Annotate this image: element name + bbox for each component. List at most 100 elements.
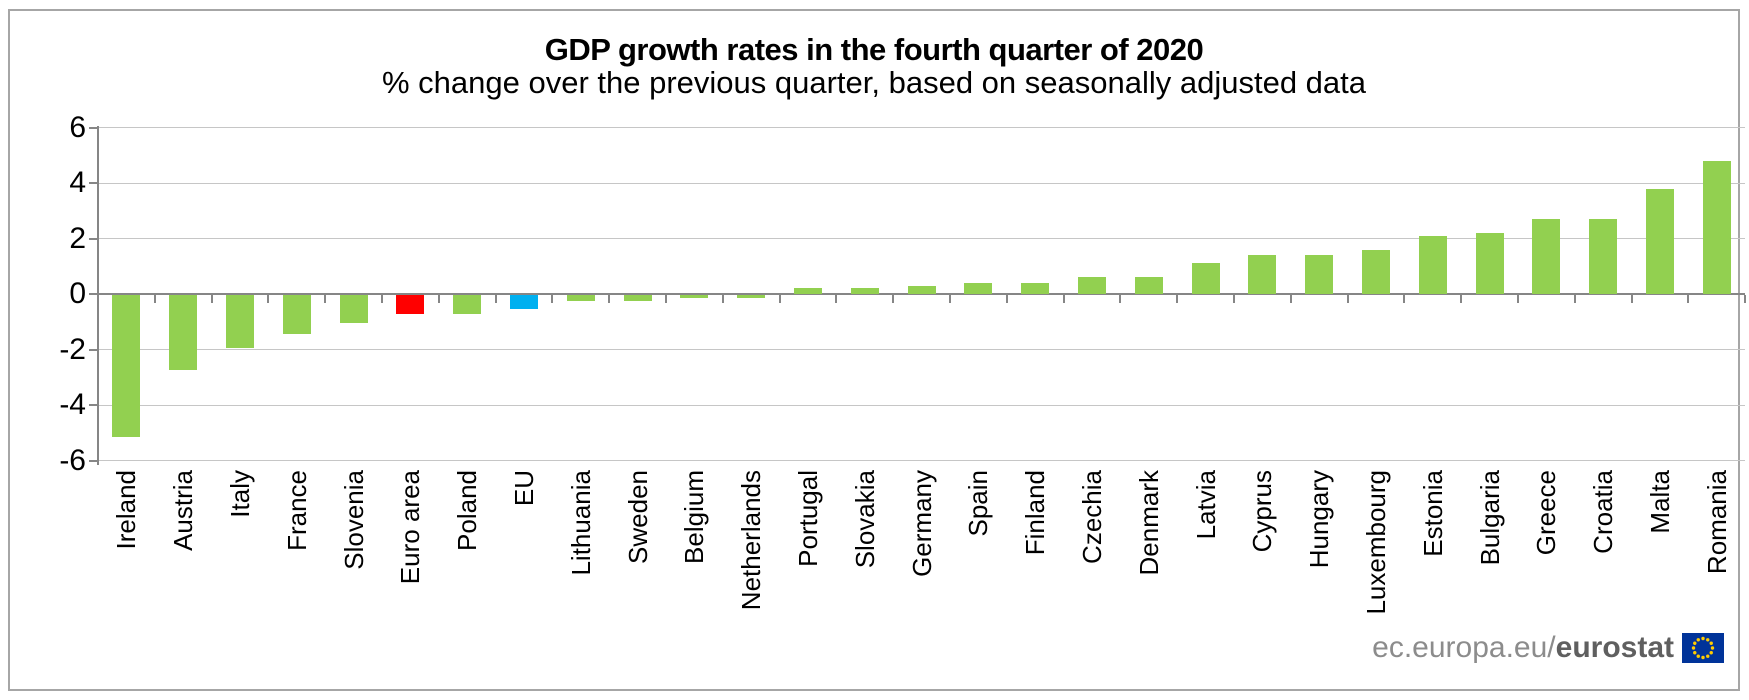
gridline--4 (98, 404, 1746, 406)
bar-lithuania (566, 295, 595, 301)
x-axis-tick-7 (494, 295, 497, 303)
y-axis-label--4: -4 (59, 388, 86, 421)
x-label-latvia: Latvia (1190, 470, 1221, 540)
y-axis-tick-2 (89, 237, 98, 240)
x-label-germany: Germany (906, 470, 937, 577)
x-axis-tick-2 (210, 295, 213, 303)
x-label-greece: Greece (1531, 470, 1562, 556)
bar-germany (907, 285, 936, 294)
plot-area: 6 4 2 0 -2 -4 -6 Ireland Austria Italy France Slove… (10, 11, 1747, 689)
x-label-portugal: Portugal (793, 470, 823, 567)
x-axis-tick-3 (267, 295, 270, 303)
x-axis-tick-25 (1517, 295, 1519, 303)
bar-netherlands (737, 295, 766, 298)
x-axis-tick-0 (97, 295, 99, 303)
bar-greece (1532, 219, 1561, 294)
bar-poland (453, 295, 482, 315)
x-axis-tick-17 (1062, 295, 1065, 303)
x-label-luxembourg: Luxembourg (1361, 470, 1391, 615)
bar-bulgaria (1475, 232, 1504, 294)
x-axis-tick-28 (1687, 295, 1690, 303)
y-axis-label-6: 6 (69, 110, 86, 144)
bar-czechia (1078, 277, 1106, 294)
gridline--6 (98, 460, 1746, 461)
footer-url-eurostat: eurostat (1555, 631, 1674, 664)
y-axis-label--6: -6 (59, 443, 86, 477)
y-axis-tick-4 (89, 182, 98, 184)
bar-spain (964, 282, 993, 294)
x-axis-tick-23 (1403, 295, 1406, 303)
x-axis-tick-24 (1460, 295, 1463, 303)
y-axis-tick-0 (89, 293, 98, 295)
gridline-6 (98, 127, 1746, 128)
bar-estonia (1418, 235, 1447, 294)
x-label-slovenia: Slovenia (338, 470, 369, 570)
x-axis-tick-11 (721, 295, 724, 303)
x-axis-tick-4 (324, 295, 327, 303)
bar-croatia (1589, 219, 1618, 294)
x-axis-tick-13 (835, 295, 838, 303)
x-label-eu: EU (509, 470, 539, 507)
x-label-bulgaria: Bulgaria (1474, 470, 1505, 566)
x-label-denmark: Denmark (1133, 470, 1164, 576)
x-axis-tick-19 (1176, 295, 1179, 303)
bar-luxembourg (1362, 249, 1390, 294)
x-label-sweden: Sweden (622, 470, 653, 564)
x-label-hungary: Hungary (1304, 470, 1335, 569)
bar-sweden (623, 295, 652, 301)
footer-url-prefix: ec.europa.eu/ (1372, 631, 1556, 664)
bar-portugal (794, 288, 822, 294)
x-label-poland: Poland (452, 470, 483, 551)
x-label-slovakia: Slovakia (849, 470, 880, 569)
chart-title: GDP growth rates in the fourth quarter o… (544, 32, 1204, 67)
x-axis-tick-18 (1119, 295, 1122, 303)
bar-austria (169, 295, 198, 370)
y-axis-label-0: 0 (69, 277, 86, 310)
figure-border: GDP growth rates in the fourth quarter o… (8, 9, 1747, 691)
x-axis-tick-21 (1289, 295, 1292, 303)
bar-eu (510, 295, 538, 309)
bar-slovakia (850, 288, 879, 294)
x-axis-tick-20 (1233, 295, 1235, 303)
x-axis-tick-29 (1744, 295, 1747, 303)
x-label-spain: Spain (963, 470, 994, 537)
bar-malta (1646, 188, 1674, 294)
x-label-romania: Romania (1701, 470, 1732, 575)
bar-euro-area (396, 295, 425, 315)
chart-subtitle: % change over the previous quarter, base… (381, 65, 1367, 100)
x-label-france: France (281, 470, 312, 551)
x-axis-tick-16 (1005, 295, 1008, 303)
bar-slovenia (339, 295, 368, 323)
x-axis-tick-5 (381, 295, 383, 303)
x-label-italy: Italy (225, 470, 255, 518)
x-axis-tick-22 (1346, 295, 1349, 303)
x-label-ireland: Ireland (111, 470, 142, 550)
x-label-cyprus: Cyprus (1247, 470, 1278, 553)
bar-belgium (680, 295, 709, 298)
x-label-finland: Finland (1020, 470, 1051, 556)
x-axis-tick-8 (551, 295, 554, 303)
bar-hungary (1305, 255, 1334, 294)
gridline-4 (98, 182, 1746, 184)
bar-finland (1021, 282, 1050, 294)
y-axis-label--2: -2 (59, 332, 86, 366)
x-axis-tick-26 (1573, 295, 1576, 303)
y-axis-label-4: 4 (69, 166, 86, 199)
x-axis-tick-14 (892, 295, 895, 303)
y-axis-tick--2 (89, 348, 98, 351)
bar-ireland (112, 295, 141, 437)
x-label-croatia: Croatia (1588, 470, 1619, 554)
x-label-estonia: Estonia (1417, 470, 1448, 557)
bar-italy (226, 295, 254, 348)
x-axis-tick-27 (1630, 295, 1633, 303)
bar-latvia (1191, 263, 1220, 294)
x-label-belgium: Belgium (679, 470, 710, 564)
gridline--2 (98, 349, 1746, 350)
y-axis-tick-6 (89, 126, 98, 129)
x-axis-tick-1 (153, 295, 156, 303)
bar-cyprus (1248, 255, 1277, 294)
bar-romania (1702, 160, 1731, 294)
x-label-euro-area: Euro area (395, 470, 426, 585)
x-label-malta: Malta (1645, 470, 1675, 534)
